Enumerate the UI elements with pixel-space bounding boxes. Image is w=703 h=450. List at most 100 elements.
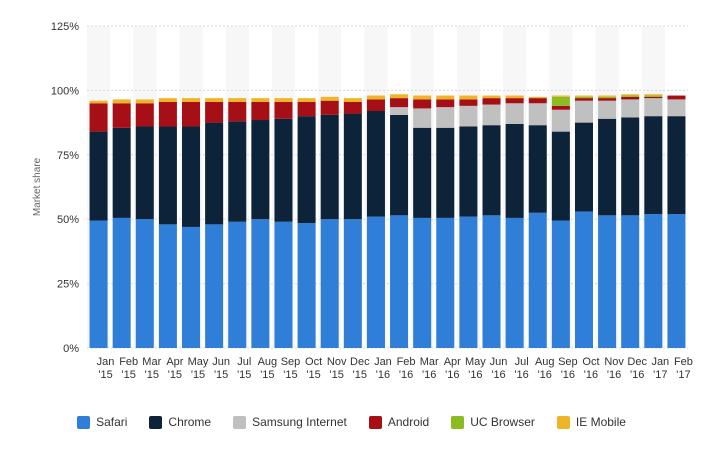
y-tick-label: 125% xyxy=(51,21,79,33)
bar-segment xyxy=(182,98,201,102)
x-tick-label: Jun '16 xyxy=(490,356,508,381)
legend-swatch xyxy=(451,415,465,429)
x-tick-label: Apr '16 xyxy=(444,356,461,381)
x-tick-label: Oct '16 xyxy=(582,356,599,381)
x-tick-label: Sep '15 xyxy=(281,356,301,381)
bar-segment xyxy=(574,96,593,99)
bar-segment xyxy=(505,95,524,99)
bar-segment xyxy=(158,101,177,127)
legend-item[interactable]: Chrome xyxy=(149,415,211,429)
legend-swatch xyxy=(77,415,91,429)
bar-segment xyxy=(135,126,154,220)
bar-segment xyxy=(158,224,177,348)
y-tick-label: 100% xyxy=(51,85,79,97)
bar-segment xyxy=(551,131,570,221)
bar-segment xyxy=(482,98,501,105)
y-axis-ticks: 0% 25% 50% 75% 100% 125% xyxy=(51,21,79,355)
y-tick-label: 0% xyxy=(63,343,79,355)
bar-segment xyxy=(574,95,593,97)
legend-label: Safari xyxy=(96,415,128,429)
legend-label: IE Mobile xyxy=(575,415,626,429)
bar-segment xyxy=(436,107,455,128)
bar-segment xyxy=(621,96,640,100)
legend-item[interactable]: Samsung Internet xyxy=(233,415,347,429)
bars xyxy=(89,94,686,348)
bar-segment xyxy=(459,95,478,100)
bar-segment xyxy=(598,95,617,97)
x-tick-label: Jun '15 xyxy=(212,356,230,381)
legend-label: Android xyxy=(387,415,430,429)
bar-segment xyxy=(505,98,524,104)
bar-segment xyxy=(482,95,501,99)
legend-swatch xyxy=(233,415,247,429)
bar-segment xyxy=(343,101,362,114)
bar-segment xyxy=(598,96,617,99)
bar-segment xyxy=(505,217,524,348)
bar-segment xyxy=(182,226,201,348)
bar-segment xyxy=(228,98,247,102)
bar-segment xyxy=(551,95,570,97)
bar-segment xyxy=(228,101,247,122)
legend-swatch xyxy=(368,415,382,429)
bar-segment xyxy=(644,98,663,117)
bar-segment xyxy=(551,105,570,110)
bar-segment xyxy=(528,125,547,213)
legend-label: UC Browser xyxy=(470,415,535,429)
bar-segment xyxy=(436,127,455,218)
bar-segment xyxy=(89,103,108,132)
bar-segment xyxy=(251,219,270,348)
bar-segment xyxy=(598,100,617,119)
y-tick-label: 50% xyxy=(57,214,79,226)
bar-segment xyxy=(621,117,640,216)
bar-segment xyxy=(413,108,432,128)
legend-item[interactable]: Safari xyxy=(77,415,127,429)
bar-segment xyxy=(413,217,432,348)
x-tick-label: Apr '15 xyxy=(166,356,183,381)
bar-segment xyxy=(390,98,409,108)
bar-segment xyxy=(89,131,108,221)
legend-item[interactable]: UC Browser xyxy=(451,415,535,429)
bar-segment xyxy=(505,103,524,124)
bar-segment xyxy=(667,214,686,348)
bar-segment xyxy=(621,94,640,96)
legend-swatch xyxy=(149,415,163,429)
bar-segment xyxy=(274,221,293,348)
bar-segment xyxy=(459,126,478,217)
x-tick-label: Sep '16 xyxy=(558,356,578,381)
x-tick-label: Feb '15 xyxy=(119,356,138,381)
bar-segment xyxy=(297,101,316,117)
bar-segment xyxy=(274,118,293,222)
bar-segment xyxy=(182,126,201,227)
bar-segment xyxy=(112,103,131,128)
legend-swatch xyxy=(556,415,570,429)
bar-segment xyxy=(228,121,247,222)
x-tick-label: Dec '16 xyxy=(627,356,647,381)
legend-label: Samsung Internet xyxy=(252,415,347,429)
bar-segment xyxy=(297,223,316,348)
bar-segment xyxy=(644,214,663,348)
bar-segment xyxy=(228,221,247,348)
bar-segment xyxy=(528,212,547,348)
bar-segment xyxy=(436,99,455,108)
bar-segment xyxy=(251,120,270,220)
bar-segment xyxy=(320,114,339,220)
bar-segment xyxy=(112,217,131,348)
bar-segment xyxy=(390,107,409,115)
bar-segment xyxy=(112,99,131,104)
bar-segment xyxy=(621,215,640,348)
bar-segment xyxy=(459,105,478,127)
bar-segment xyxy=(390,215,409,348)
x-tick-label: Aug '15 xyxy=(258,356,278,381)
legend-item[interactable]: Android xyxy=(368,415,430,429)
bar-segment xyxy=(644,94,663,96)
bar-segment xyxy=(551,220,570,348)
legend-item[interactable]: IE Mobile xyxy=(556,415,626,429)
bar-segment xyxy=(598,215,617,348)
bar-segment xyxy=(320,96,339,101)
bar-segment xyxy=(343,219,362,348)
bar-segment xyxy=(320,100,339,115)
bar-segment xyxy=(667,99,686,117)
bar-segment xyxy=(274,101,293,119)
bar-segment xyxy=(413,127,432,218)
